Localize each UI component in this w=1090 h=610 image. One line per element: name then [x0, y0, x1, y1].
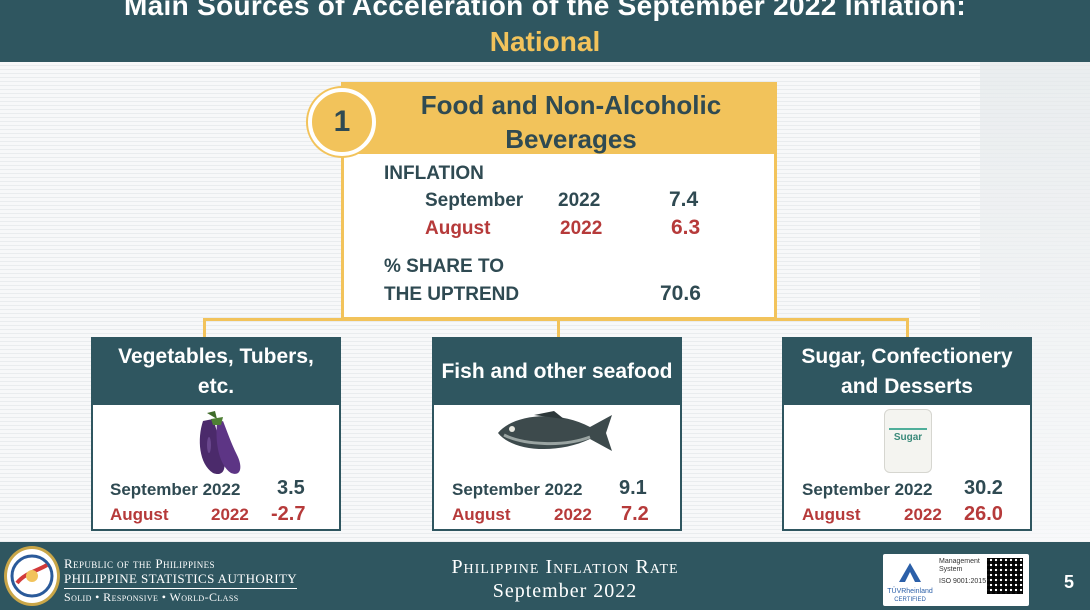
connector-left	[203, 318, 206, 338]
eggplant-icon	[199, 411, 241, 475]
subcategory-aug-year: 2022	[211, 505, 249, 524]
footer-tagline: Solid • Responsive • World-Class	[64, 590, 239, 604]
subcategory-aug-month: August	[110, 505, 169, 524]
subcategory-sept-label: September 2022	[452, 480, 583, 499]
cert-iso: ISO 9001:2015	[939, 578, 987, 585]
subcategory-aug-year: 2022	[904, 505, 942, 524]
aug-year: 2022	[560, 218, 603, 239]
subcategory-card-fish: Fish and other seafood September 2022 9.…	[432, 337, 682, 531]
main-category-title: Food and Non-Alcoholic Beverages	[420, 90, 722, 154]
psa-logo-icon	[4, 546, 60, 606]
subcategory-card-sugar: Sugar, Confectionery and Desserts Sugar …	[782, 337, 1032, 531]
sept-month: September	[425, 190, 524, 211]
subcategory-sept-value: 9.1	[619, 477, 647, 499]
page-number: 5	[1064, 572, 1075, 592]
slide-header: Main Sources of Acceleration of the Sept…	[0, 0, 1090, 62]
subcategory-sept-label: September 2022	[802, 480, 933, 499]
subcategory-title: Fish and other seafood	[434, 339, 680, 405]
share-label-1: % SHARE TO	[384, 256, 505, 277]
subcategory-title: Vegetables, Tubers, etc.	[93, 339, 339, 405]
share-value: 70.6	[660, 282, 701, 305]
aug-month: August	[425, 218, 491, 239]
footer-republic: Republic of the Philippines	[64, 556, 215, 571]
qr-code-icon	[987, 558, 1023, 594]
share-label-2: THE UPTREND	[384, 284, 520, 305]
tuv-status: CERTIFIED	[894, 597, 926, 603]
sept-year: 2022	[558, 190, 601, 211]
sugar-label: Sugar	[893, 432, 923, 443]
subcategory-sept-value: 3.5	[277, 477, 305, 499]
subcategory-sept-value: 30.2	[964, 477, 1003, 499]
subcategory-aug-value: -2.7	[271, 503, 306, 525]
iso-certification-badge: TÜVRheinland CERTIFIED Management System…	[883, 554, 1029, 606]
inflation-label: INFLATION	[384, 163, 484, 184]
subcategory-aug-value: 26.0	[964, 503, 1003, 525]
slide-title: Main Sources of Acceleration of the Sept…	[124, 0, 966, 21]
cert-system: Management System	[939, 558, 980, 573]
subcategory-aug-year: 2022	[554, 505, 592, 524]
footer-report-date: September 2022	[492, 580, 638, 602]
footer-agency: PHILIPPINE STATISTICS AUTHORITY	[64, 571, 298, 589]
fish-icon	[498, 411, 612, 451]
subcategory-aug-month: August	[802, 505, 861, 524]
footer-report-title: Philippine Inflation Rate	[451, 556, 679, 578]
sept-value: 7.4	[669, 188, 699, 211]
subcategory-title: Sugar, Confectionery and Desserts	[784, 339, 1030, 405]
aug-value: 6.3	[671, 216, 701, 239]
subcategory-sept-label: September 2022	[110, 480, 241, 499]
main-category-header: Food and Non-Alcoholic Beverages	[341, 82, 777, 154]
connector-right	[906, 318, 909, 338]
slide-footer: Republic of the Philippines PHILIPPINE S…	[0, 542, 1090, 610]
subcategory-card-vegetables: Vegetables, Tubers, etc. September 2022 …	[91, 337, 341, 531]
slide-subtitle: National	[489, 26, 601, 57]
rank-badge: 1	[308, 88, 376, 156]
tuv-brand: TÜVRheinland	[887, 588, 933, 595]
connector-vertical-main	[557, 318, 560, 338]
tuv-logo-icon	[899, 563, 921, 582]
subcategory-aug-month: August	[452, 505, 511, 524]
sugar-bag-icon: Sugar	[884, 409, 932, 473]
subcategory-aug-value: 7.2	[621, 503, 649, 525]
